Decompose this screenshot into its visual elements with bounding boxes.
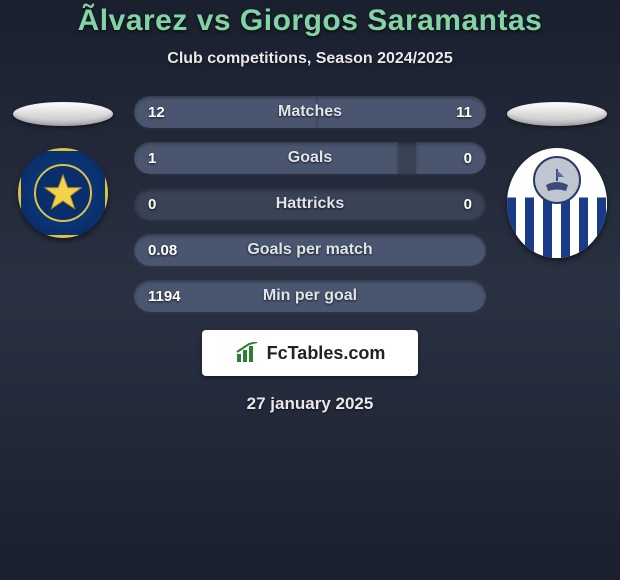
stat-value-left: 1 xyxy=(134,150,194,167)
stat-bar: 1194Min per goal xyxy=(134,280,486,312)
stat-value-right: 0 xyxy=(426,150,486,167)
left-player-column xyxy=(8,96,118,238)
stat-value-right: 0 xyxy=(426,196,486,213)
left-club-crest xyxy=(18,148,108,238)
lamia-crest-bg xyxy=(507,148,607,258)
stat-value-right: 11 xyxy=(426,104,486,121)
lamia-emblem xyxy=(533,156,581,204)
stat-label: Hattricks xyxy=(194,195,426,213)
stat-value-left: 0.08 xyxy=(134,242,194,259)
ship-icon xyxy=(542,165,572,195)
main-row: 12Matches111Goals00Hattricks00.08Goals p… xyxy=(0,96,620,312)
stat-label: Goals per match xyxy=(194,241,426,259)
page-title: Ãlvarez vs Giorgos Saramantas xyxy=(0,4,620,38)
right-club-crest xyxy=(507,148,607,258)
season-subtitle: Club competitions, Season 2024/2025 xyxy=(0,50,620,68)
stat-bar: 12Matches11 xyxy=(134,96,486,128)
stat-label: Goals xyxy=(194,149,426,167)
stat-label: Matches xyxy=(194,103,426,121)
stat-label: Min per goal xyxy=(194,287,426,305)
date-label: 27 january 2025 xyxy=(0,394,620,414)
brand-text: FcTables.com xyxy=(267,343,386,364)
stat-bar: 0.08Goals per match xyxy=(134,234,486,266)
stat-value-left: 1194 xyxy=(134,288,194,305)
asteras-crest-outer xyxy=(18,148,108,238)
stats-column: 12Matches111Goals00Hattricks00.08Goals p… xyxy=(134,96,486,312)
bar-chart-icon xyxy=(235,342,261,364)
star-icon xyxy=(43,173,83,213)
asteras-crest-inner xyxy=(34,164,92,222)
stat-bar: 1Goals0 xyxy=(134,142,486,174)
brand-badge[interactable]: FcTables.com xyxy=(202,330,418,376)
stat-value-left: 12 xyxy=(134,104,194,121)
right-player-column xyxy=(502,96,612,258)
stat-bar: 0Hattricks0 xyxy=(134,188,486,220)
comparison-widget: Ãlvarez vs Giorgos Saramantas Club compe… xyxy=(0,0,620,414)
left-armband xyxy=(13,102,113,126)
right-armband xyxy=(507,102,607,126)
stat-value-left: 0 xyxy=(134,196,194,213)
